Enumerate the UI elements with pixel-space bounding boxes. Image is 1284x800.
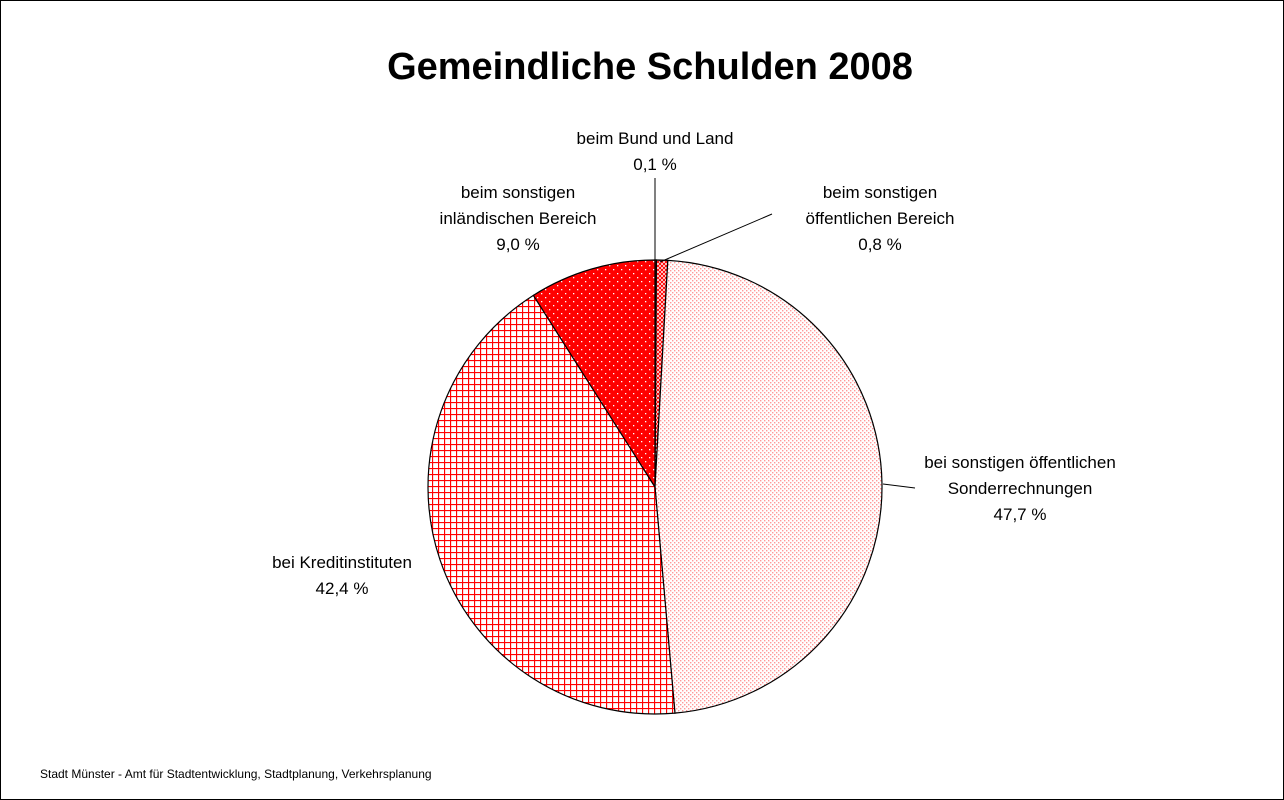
category-label: bei sonstigen öffentlichen Sonderrechnun… <box>924 453 1116 498</box>
slice-label: beim Bund und Land 0,1 % <box>565 126 745 178</box>
value-label: 0,1 % <box>633 155 677 174</box>
value-label: 0,8 % <box>858 235 902 254</box>
pie-slice <box>427 294 676 715</box>
pie-slice <box>654 259 883 714</box>
leader-lines <box>654 178 916 489</box>
slice-label: bei sonstigen öffentlichen Sonderrechnun… <box>913 450 1128 528</box>
category-label: beim Bund und Land <box>576 129 734 148</box>
category-label: beim sonstigen öffentlichen Bereich <box>805 183 955 228</box>
category-label: beim sonstigen inländischen Bereich <box>439 183 597 228</box>
pie-slice <box>532 259 656 490</box>
value-label: 47,7 % <box>993 505 1047 524</box>
slice-label: beim sonstigen inländischen Bereich 9,0 % <box>428 180 608 258</box>
category-label: bei Kreditinstituten <box>272 553 412 572</box>
slice-label: beim sonstigen öffentlichen Bereich 0,8 % <box>790 180 970 258</box>
chart-title: Gemeindliche Schulden 2008 <box>387 46 913 88</box>
source-note: Stadt Münster - Amt für Stadtentwicklung… <box>40 767 432 781</box>
slice-label: bei Kreditinstituten 42,4 % <box>252 550 432 602</box>
value-label: 9,0 % <box>496 235 540 254</box>
value-label: 42,4 % <box>315 579 369 598</box>
